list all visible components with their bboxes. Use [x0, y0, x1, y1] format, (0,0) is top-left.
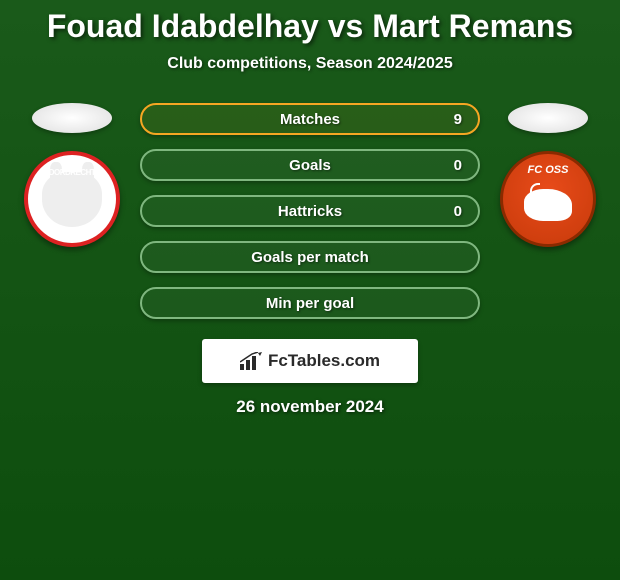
stat-label: Goals per match — [251, 249, 369, 266]
bull-icon — [524, 189, 572, 221]
stat-bar-goals: Goals 0 — [140, 149, 480, 181]
subtitle: Club competitions, Season 2024/2025 — [0, 55, 620, 73]
bar-chart-icon — [240, 352, 262, 370]
date-label: 26 november 2024 — [0, 397, 620, 417]
brand-text: FcTables.com — [268, 351, 380, 371]
stat-value: 0 — [454, 203, 462, 220]
stat-bar-hattricks: Hattricks 0 — [140, 195, 480, 227]
crest-left-name: DORDRECHT — [49, 168, 96, 177]
right-player-col: FC OSS — [498, 103, 598, 247]
club-crest-right: FC OSS — [500, 151, 596, 247]
stat-label: Min per goal — [266, 295, 354, 312]
player-photo-right-placeholder — [508, 103, 588, 133]
crest-left-label: FC DORDRECHT — [24, 159, 120, 177]
stat-label: Hattricks — [278, 203, 342, 220]
stat-bar-gpm: Goals per match — [140, 241, 480, 273]
club-crest-left: FC DORDRECHT — [24, 151, 120, 247]
page-title: Fouad Idabdelhay vs Mart Remans — [0, 8, 620, 45]
crest-right-label: FC OSS — [503, 164, 593, 176]
stat-bars: Matches 9 Goals 0 Hattricks 0 Goals per … — [140, 103, 480, 319]
stat-label: Goals — [289, 157, 331, 174]
root: Fouad Idabdelhay vs Mart Remans Club com… — [0, 0, 620, 417]
crest-left-fc: FC — [67, 159, 77, 168]
stat-label: Matches — [280, 111, 340, 128]
player-photo-left-placeholder — [32, 103, 112, 133]
stat-value: 0 — [454, 157, 462, 174]
sheep-icon — [42, 172, 102, 227]
brand-box[interactable]: FcTables.com — [202, 339, 418, 383]
comparison-row: FC DORDRECHT Matches 9 Goals 0 Hattricks… — [0, 103, 620, 319]
left-player-col: FC DORDRECHT — [22, 103, 122, 247]
stat-value: 9 — [454, 111, 462, 128]
stat-bar-mpg: Min per goal — [140, 287, 480, 319]
stat-bar-matches: Matches 9 — [140, 103, 480, 135]
